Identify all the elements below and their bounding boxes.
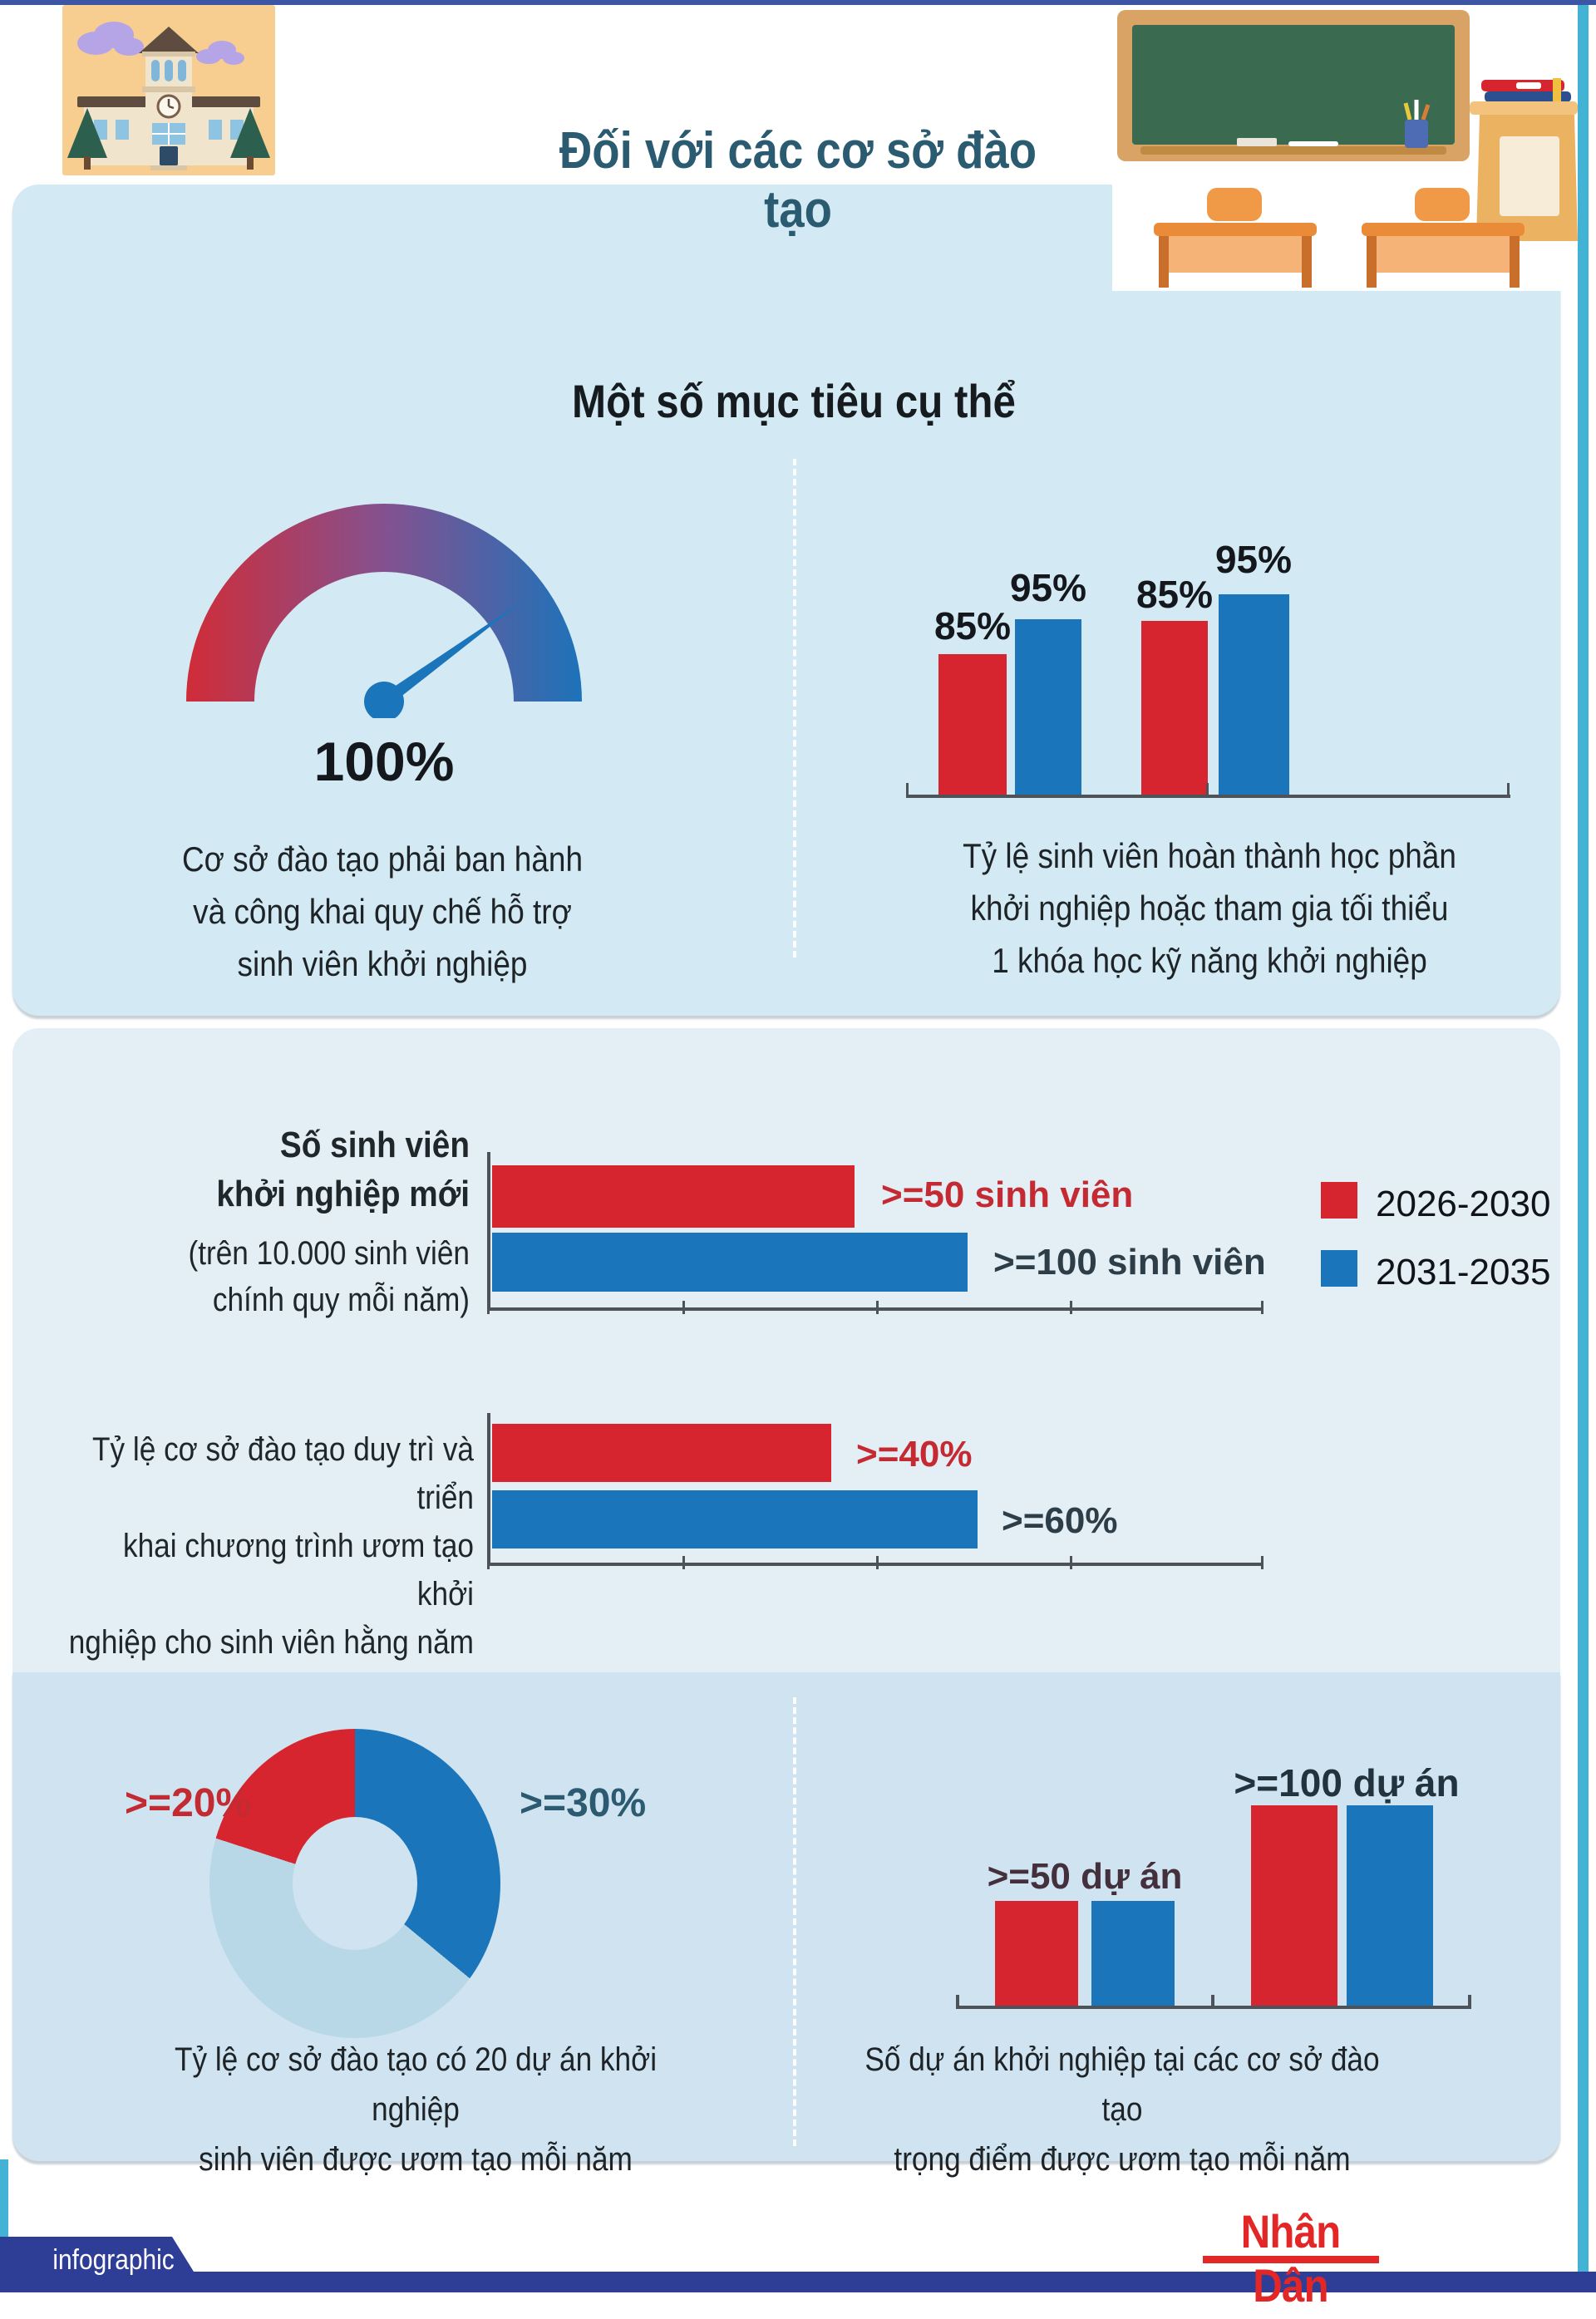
bar-value-label: 85% (1135, 573, 1214, 616)
desk-icon (1154, 188, 1525, 288)
bar-value-label: 85% (933, 604, 1012, 647)
project-group2-label: >=100 dự án (1234, 1761, 1460, 1804)
axis-tick (1468, 1995, 1471, 2006)
axis-tick (1507, 783, 1510, 796)
axis-tick (1261, 1301, 1264, 1314)
axis-tick (1261, 1556, 1264, 1569)
gauge-caption: Cơ sở đào tạo phải ban hành và công khai… (181, 839, 584, 983)
axis-tick (876, 1301, 879, 1314)
left-border-strip (0, 2159, 8, 2291)
hbar1-blue-bar (492, 1233, 968, 1292)
hbar1-red-label: >=50 sinh viên (881, 1174, 1134, 1215)
axis-tick (487, 1556, 490, 1569)
axis-tick (1206, 783, 1209, 796)
hbar1-y-axis (487, 1152, 490, 1311)
hbar2-title: Tỷ lệ cơ sở đào tạo duy trì và triển kha… (68, 1431, 474, 1661)
footer-ribbon (0, 2237, 1596, 2292)
gauge-chart (186, 504, 582, 718)
bar-95-group2 (1219, 594, 1289, 796)
page-title: Đối với các cơ sở đào tạo (559, 122, 1037, 239)
legend-label: 2031-2035 (1376, 1252, 1551, 1292)
bar-85-group2 (1141, 621, 1208, 796)
project-x-axis (956, 2006, 1471, 2009)
project-bar-blue-50 (1091, 1901, 1175, 2007)
hbar1-x-axis (487, 1307, 1264, 1311)
axis-tick (906, 783, 909, 796)
hbar2-red-label: >=40% (856, 1434, 973, 1475)
axis-tick (1070, 1556, 1072, 1569)
hbar2-x-axis (487, 1563, 1264, 1566)
project-group1-label: >=50 dự án (987, 1856, 1183, 1897)
bar-chart-caption: Tỷ lệ sinh viên hoàn thành học phần khởi… (963, 836, 1456, 980)
legend-swatch-2031-2035 (1321, 1250, 1357, 1287)
hbar1-title-note: (trên 10.000 sinh viên chính quy mỗi năm… (188, 1235, 470, 1318)
gauge-value: 100% (313, 731, 455, 792)
axis-tick (682, 1301, 685, 1314)
bar-85-group1 (938, 654, 1007, 796)
project-bar-red-100 (1251, 1805, 1337, 2007)
right-border-strip (1578, 5, 1589, 2291)
hbar2-blue-label: >=60% (1002, 1500, 1118, 1541)
axis-tick (876, 1556, 879, 1569)
pencil-cup-icon (1403, 100, 1431, 148)
panel-objectives-title: Một số mục tiêu cụ thể (572, 375, 1016, 427)
cloud-icon (77, 22, 244, 65)
donut-blue-label: >=30% (520, 1781, 647, 1825)
chalkboard-icon (1117, 10, 1470, 161)
legend-swatch-2026-2030 (1321, 1182, 1357, 1219)
school-illustration (62, 5, 275, 175)
brand-logo: Nhân Dân (1240, 2205, 1342, 2312)
axis-tick (487, 1301, 490, 1314)
axis-tick (682, 1556, 685, 1569)
hbar2-red-bar (492, 1424, 831, 1482)
panel1-divider (793, 459, 796, 958)
legend-label: 2026-2030 (1376, 1184, 1551, 1224)
classroom-illustration (1112, 5, 1578, 291)
gauge-needle-icon (381, 600, 524, 707)
project-bar-red-50 (995, 1901, 1078, 2007)
project-caption: Số dự án khởi nghiệp tại các cơ sở đào t… (864, 2041, 1380, 2178)
bar-value-label: 95% (1214, 538, 1293, 581)
hbar2-y-axis (487, 1413, 490, 1566)
footer-ribbon-label: infographic (52, 2244, 175, 2276)
project-bar-blue-100 (1347, 1805, 1433, 2007)
panel3-divider (793, 1697, 796, 2146)
brand-underline (1203, 2256, 1379, 2263)
axis-tick (1211, 1995, 1214, 2006)
donut-red-label: >=20% (125, 1781, 252, 1825)
hbar2-blue-bar (492, 1490, 978, 1548)
axis-tick (1070, 1301, 1072, 1314)
hbar1-title-bold: Số sinh viên khởi nghiệp mới (216, 1125, 470, 1215)
bar-value-label: 95% (1009, 566, 1087, 609)
x-axis (906, 795, 1510, 798)
podium-icon (1470, 78, 1578, 241)
bar-95-group1 (1015, 619, 1081, 796)
donut-caption: Tỷ lệ cơ sở đào tạo có 20 dự án khởi ngh… (174, 2041, 658, 2178)
tree-icon (67, 108, 270, 170)
hbar1-blue-label: >=100 sinh viên (993, 1242, 1266, 1283)
donut-hole (293, 1817, 417, 1950)
top-border-line (0, 0, 1596, 5)
hbar1-red-bar (492, 1165, 855, 1228)
axis-tick (956, 1995, 959, 2006)
